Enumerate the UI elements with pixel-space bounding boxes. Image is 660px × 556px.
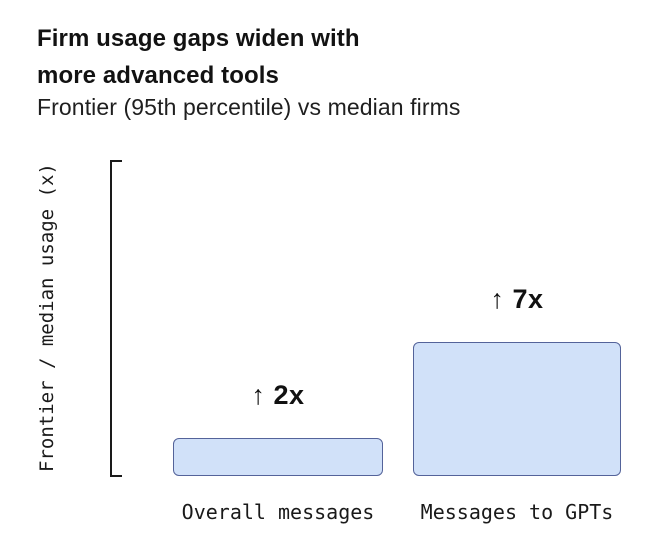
- bar-annotation: ↑ 7x: [490, 284, 544, 314]
- x-tick-label: Messages to GPTs: [420, 500, 614, 524]
- chart-subtitle: Frontier (95th percentile) vs median fir…: [37, 94, 461, 120]
- bar-annotation: ↑ 2x: [251, 380, 305, 410]
- chart-title: Firm usage gaps widen with more advanced…: [37, 25, 360, 89]
- y-axis-bracket: [110, 160, 122, 477]
- bar-messages-to-gpts: [413, 342, 621, 476]
- bar-overall-messages: [173, 438, 383, 476]
- x-tick-label: Overall messages: [181, 500, 375, 524]
